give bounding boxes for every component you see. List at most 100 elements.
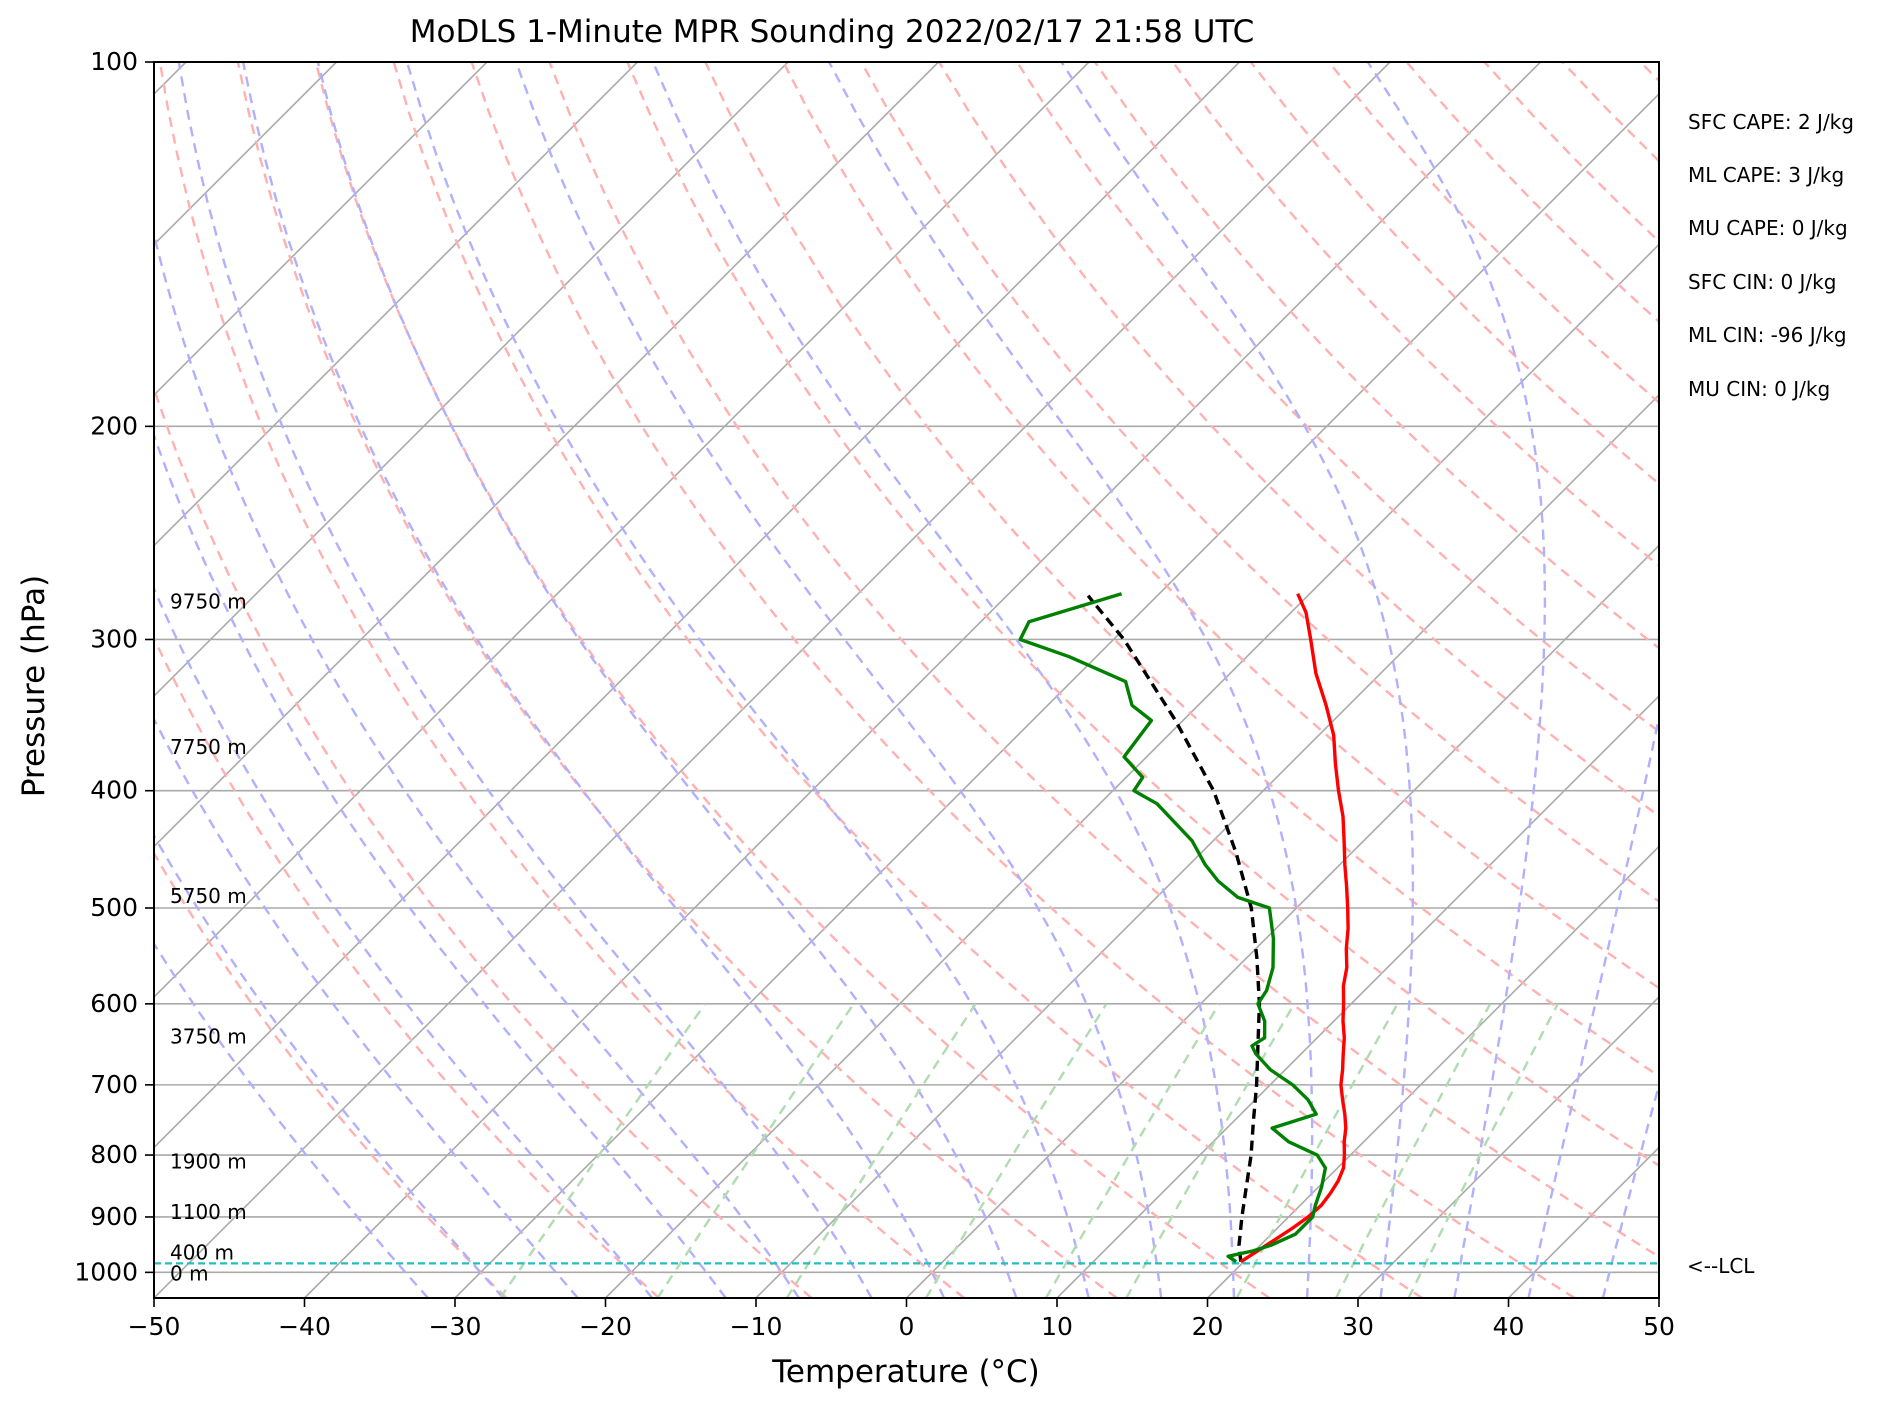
stat-mu-cin: MU CIN: 0 J/kg xyxy=(1688,377,1831,401)
x-tick-label: −30 xyxy=(429,1312,482,1341)
isotherm-line xyxy=(1658,1296,1659,1298)
dry-adiabat-line xyxy=(1874,62,1882,1298)
y-tick-label: 200 xyxy=(90,411,138,440)
x-axis-label: Temperature (°C) xyxy=(772,1354,1040,1390)
stat-ml-cin: ML CIN: -96 J/kg xyxy=(1688,323,1847,347)
x-tick-label: 20 xyxy=(1192,1312,1224,1341)
dry-adiabat-line xyxy=(236,62,1118,1298)
dewpoint-line xyxy=(1018,592,1328,1264)
isotherm-line xyxy=(1056,694,1659,1298)
isotherm-line xyxy=(154,62,639,547)
mixing-ratio-line xyxy=(499,1003,707,1298)
isotherm-line xyxy=(154,62,1090,999)
moist-adiabat-line xyxy=(828,62,1314,1298)
x-tick-label: −50 xyxy=(128,1312,181,1341)
mixing-ratio-line xyxy=(785,1003,977,1298)
dry-adiabat-line xyxy=(158,62,965,1298)
moist-adiabat-line xyxy=(154,229,800,1298)
height-label: 1900 m xyxy=(170,1149,247,1173)
mixing-ratio-line xyxy=(1235,1003,1399,1298)
lcl-label: <--LCL xyxy=(1687,1254,1755,1278)
dry-adiabat-line xyxy=(1561,62,1659,163)
x-tick-label: 10 xyxy=(1041,1312,1073,1341)
dry-adiabat-line xyxy=(154,384,813,1298)
dry-adiabat-line xyxy=(154,635,660,1298)
moist-adiabat-line xyxy=(316,62,1018,1298)
mixing-ratio-line xyxy=(924,1003,1108,1298)
isotherm-line xyxy=(1507,1146,1659,1298)
x-tick-label: 30 xyxy=(1342,1312,1374,1341)
moist-adiabat-line xyxy=(514,62,1163,1298)
moist-adiabat-line xyxy=(241,62,946,1298)
stat-ml-cape: ML CAPE: 3 J/kg xyxy=(1688,163,1845,187)
chart-title: MoDLS 1-Minute MPR Sounding 2022/02/17 2… xyxy=(409,14,1255,50)
isotherm-line xyxy=(905,544,1659,1298)
stat-sfc-cin: SFC CIN: 0 J/kg xyxy=(1688,270,1837,294)
moist-adiabat-line xyxy=(405,62,1090,1298)
mixing-ratio-line xyxy=(1125,1003,1296,1298)
y-tick-label: 700 xyxy=(90,1070,138,1099)
dry-adiabat-line xyxy=(154,851,508,1298)
dry-adiabat-line xyxy=(1327,62,1659,405)
x-tick-label: −10 xyxy=(730,1312,783,1341)
height-label: 7750 m xyxy=(170,735,247,759)
moist-adiabat-line xyxy=(1060,62,1415,1298)
temperature-line xyxy=(1239,593,1350,1264)
x-tick-label: 40 xyxy=(1493,1312,1525,1341)
isotherm-line xyxy=(0,62,36,1298)
height-label: 1100 m xyxy=(170,1200,247,1224)
isotherm-line xyxy=(604,243,1659,1298)
dry-adiabat-line xyxy=(626,62,1659,1167)
height-label: 5750 m xyxy=(170,884,247,908)
y-tick-label: 400 xyxy=(90,776,138,805)
y-tick-label: 600 xyxy=(90,989,138,1018)
height-label: 9750 m xyxy=(170,590,247,614)
isotherm-line xyxy=(154,62,1241,1149)
dry-adiabat-line xyxy=(1796,62,1882,1298)
isotherm-line xyxy=(1357,995,1659,1298)
dry-adiabat-line xyxy=(1015,62,1659,733)
height-label: 400 m xyxy=(170,1241,234,1265)
mixing-ratio-line xyxy=(1407,1003,1559,1298)
y-tick-label: 900 xyxy=(90,1202,138,1231)
moist-adiabat-line xyxy=(154,432,727,1298)
y-tick-label: 100 xyxy=(90,47,138,76)
dry-adiabat-line xyxy=(470,62,1576,1298)
moist-adiabat-line xyxy=(154,585,654,1298)
isotherm-line xyxy=(154,62,488,397)
dry-adiabat-line xyxy=(1094,62,1659,650)
moist-adiabat-line xyxy=(1366,62,1547,1298)
dry-adiabat-line xyxy=(1718,62,1882,1298)
y-tick-label: 300 xyxy=(90,624,138,653)
isotherm-line xyxy=(154,62,940,848)
height-label: 0 m xyxy=(170,1261,209,1285)
isotherm-line xyxy=(303,62,1542,1298)
moist-adiabat-line xyxy=(154,833,505,1298)
parcel-profile-line xyxy=(1086,594,1262,1262)
isotherm-line xyxy=(1206,845,1659,1298)
stat-sfc-cape: SFC CAPE: 2 J/kg xyxy=(1688,110,1854,134)
dry-adiabat-line xyxy=(548,62,1659,1259)
y-tick-label: 800 xyxy=(90,1140,138,1169)
y-tick-label: 500 xyxy=(90,893,138,922)
isotherm-line xyxy=(454,92,1659,1298)
stat-mu-cape: MU CAPE: 0 J/kg xyxy=(1688,216,1848,240)
height-label: 3750 m xyxy=(170,1024,247,1048)
x-tick-label: 0 xyxy=(899,1312,915,1341)
dry-adiabat-line xyxy=(704,62,1659,1078)
dry-adiabat-line xyxy=(1171,62,1659,568)
mixing-ratio-line xyxy=(1334,1003,1492,1298)
x-tick-label: −40 xyxy=(278,1312,331,1341)
moist-adiabat-line xyxy=(154,716,579,1298)
mixing-ratio-line xyxy=(656,1003,855,1298)
x-tick-label: −20 xyxy=(579,1312,632,1341)
dry-adiabat-line xyxy=(1639,62,1659,83)
isotherm-line xyxy=(154,62,789,698)
moist-adiabat-line xyxy=(177,62,873,1298)
dry-adiabat-line xyxy=(782,62,1659,990)
dry-adiabat-line xyxy=(860,62,1659,903)
dry-adiabat-line xyxy=(938,62,1659,818)
moist-adiabat-line xyxy=(1601,1080,1659,1298)
